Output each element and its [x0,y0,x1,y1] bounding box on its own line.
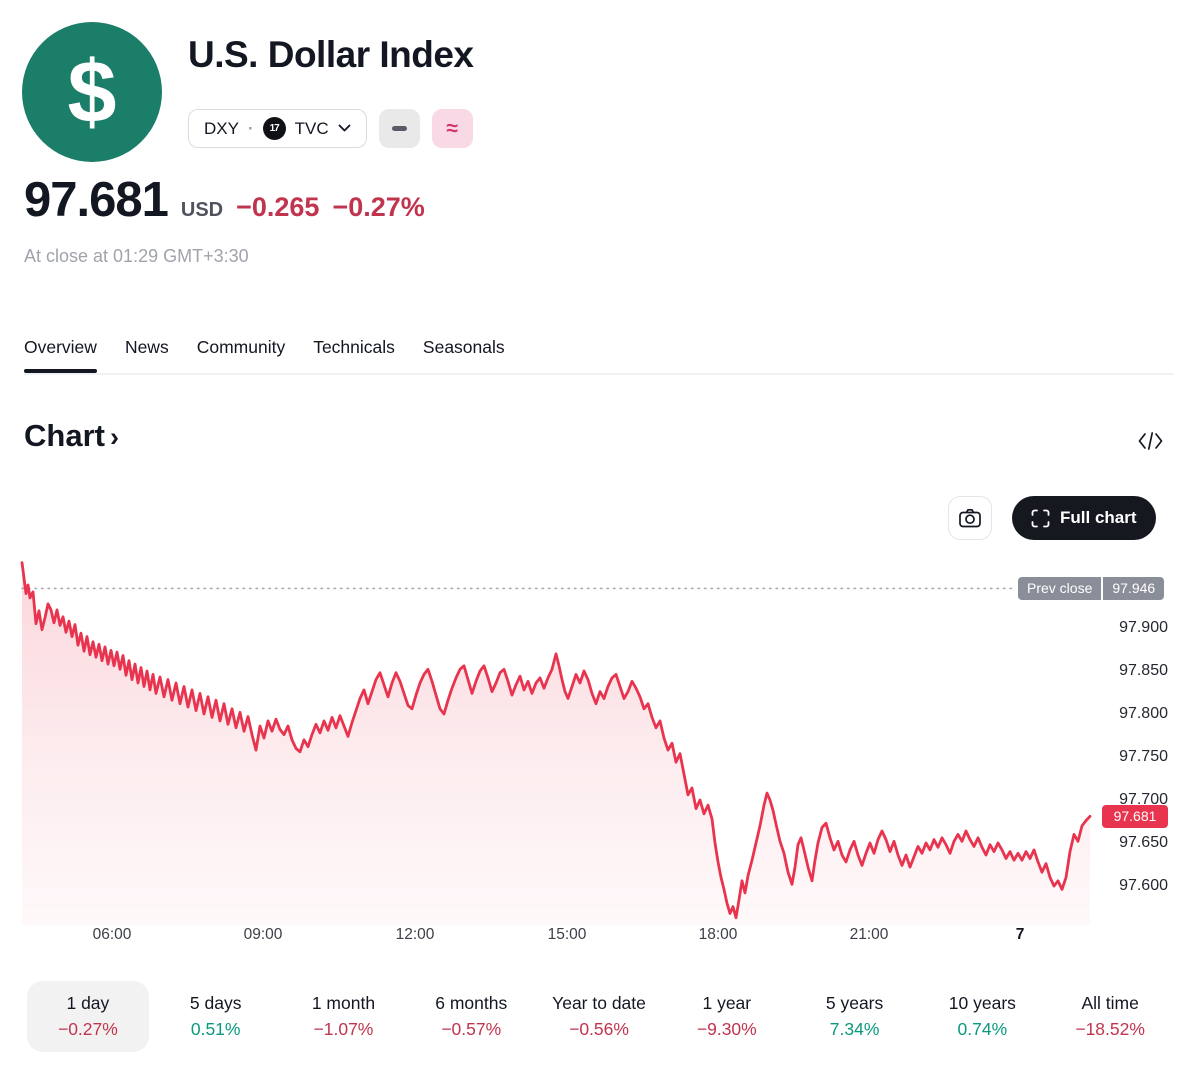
last-price: 97.681 [24,173,169,227]
range-button-year-to-date[interactable]: Year to date −0.56% [538,981,660,1052]
chart-section-title: Chart [24,418,105,453]
dollar-icon: $ [67,42,117,141]
tab-seasonals[interactable]: Seasonals [422,337,505,357]
range-label: 10 years [948,993,1016,1013]
y-axis-label: 97.600 [1119,877,1168,894]
x-axis: 06:00 09:00 12:00 15:00 18:00 21:00 7 [0,926,1198,950]
range-label: All time [1081,993,1139,1013]
price-chart[interactable]: 97.900 97.850 97.800 97.750 97.700 97.650 97.6… [0,560,1198,925]
tab-technicals[interactable]: Technicals [313,337,395,357]
range-percent: −0.57% [441,1019,502,1039]
range-label: Year to date [552,993,646,1013]
tab-news[interactable]: News [124,337,169,357]
last-price-badge: 97.681 [1102,804,1168,828]
price-line [20,561,1092,920]
change-percent: −0.27% [332,192,425,222]
full-chart-label: Full chart [1060,508,1137,527]
range-percent: −18.52% [1075,1019,1145,1039]
range-label: 1 day [66,993,110,1013]
fullscreen-icon [1031,509,1050,527]
range-label: 5 days [189,993,242,1013]
exchange-name: TVC [294,118,329,138]
minus-icon [391,126,407,131]
x-axis-label: 12:00 [395,926,435,943]
range-button-6-months[interactable]: 6 months −0.57% [410,981,532,1052]
y-axis-label: 97.750 [1119,748,1168,765]
range-percent: −0.56% [569,1019,629,1039]
x-axis-label: 18:00 [698,926,738,943]
chevron-down-icon [338,124,351,132]
chevron-right-icon: › [109,422,119,452]
x-axis-label: 15:00 [547,926,587,943]
y-axis-label: 97.900 [1119,619,1168,636]
range-percent: 0.74% [957,1019,1008,1039]
range-button-all-time[interactable]: All time −18.52% [1049,981,1171,1052]
camera-icon [959,508,981,528]
y-axis-label: 97.850 [1119,662,1168,679]
dot-separator: · [247,118,254,138]
symbol-logo: $ [22,22,162,162]
tab-community[interactable]: Community [196,337,286,357]
symbol-row: DXY · 17 TVC ≈ [188,109,473,148]
range-label: 5 years [825,993,884,1013]
date-range-bar: 1 day −0.27% 5 days 0.51% 1 month −1.07% 6 mon… [24,981,1174,1052]
price-change: −0.265 −0.27% [236,192,425,223]
page-tabs: Overview News Community Technicals Seasonals [24,337,505,373]
synthetic-symbol-chip[interactable]: ≈ [431,109,473,148]
range-button-5-days[interactable]: 5 days 0.51% [155,981,277,1052]
range-button-1-day[interactable]: 1 day −0.27% [27,981,149,1052]
x-axis-label: 06:00 [92,926,132,943]
page-title: U.S. Dollar Index [188,34,474,75]
chart-section-link[interactable]: Chart › [24,418,119,454]
x-axis-label: 21:00 [849,926,889,943]
range-button-1-year[interactable]: 1 year −9.30% [666,981,788,1052]
snapshot-button[interactable] [948,496,992,540]
prev-close-label: Prev close [1018,576,1102,600]
market-closed-chip[interactable] [378,109,420,148]
x-axis-label: 7 [1015,926,1025,943]
full-chart-button[interactable]: Full chart [1012,496,1156,540]
change-absolute: −0.265 [236,192,320,222]
range-percent: 0.51% [190,1019,241,1039]
market-status-text: At close at 01:29 GMT+3:30 [24,246,249,266]
range-label: 1 year [702,993,752,1013]
y-axis-label: 97.800 [1119,705,1168,722]
tradingview-logo-icon: 17 [262,117,286,140]
range-button-1-month[interactable]: 1 month −1.07% [283,981,405,1052]
range-button-5-years[interactable]: 5 years 7.34% [794,981,916,1052]
prev-close-badge: Prev close 97.946 [1018,576,1165,600]
chart-plot[interactable] [0,560,1198,925]
range-label: 1 month [311,993,376,1013]
range-label: 6 months [435,993,508,1013]
tab-overview[interactable]: Overview [24,337,97,373]
embed-code-button[interactable] [1130,424,1170,458]
range-button-10-years[interactable]: 10 years 0.74% [921,981,1043,1052]
code-icon [1138,432,1162,450]
x-axis-label: 09:00 [243,926,283,943]
approx-icon: ≈ [446,116,458,140]
area-fill [22,562,1090,925]
y-axis-label: 97.650 [1119,834,1168,851]
currency-label: USD [180,199,224,221]
quote-row: 97.681 USD −0.265 −0.27% [24,172,425,228]
range-percent: −0.27% [57,1019,118,1039]
range-percent: 7.34% [829,1019,880,1039]
range-percent: −1.07% [313,1019,374,1039]
y-axis-label: 97.700 [1119,791,1168,808]
tabs-divider [24,373,1174,375]
symbol-ticker: DXY [204,118,239,138]
symbol-exchange-dropdown[interactable]: DXY · 17 TVC [188,109,367,148]
range-percent: −9.30% [696,1019,757,1039]
prev-close-value: 97.946 [1103,576,1165,600]
